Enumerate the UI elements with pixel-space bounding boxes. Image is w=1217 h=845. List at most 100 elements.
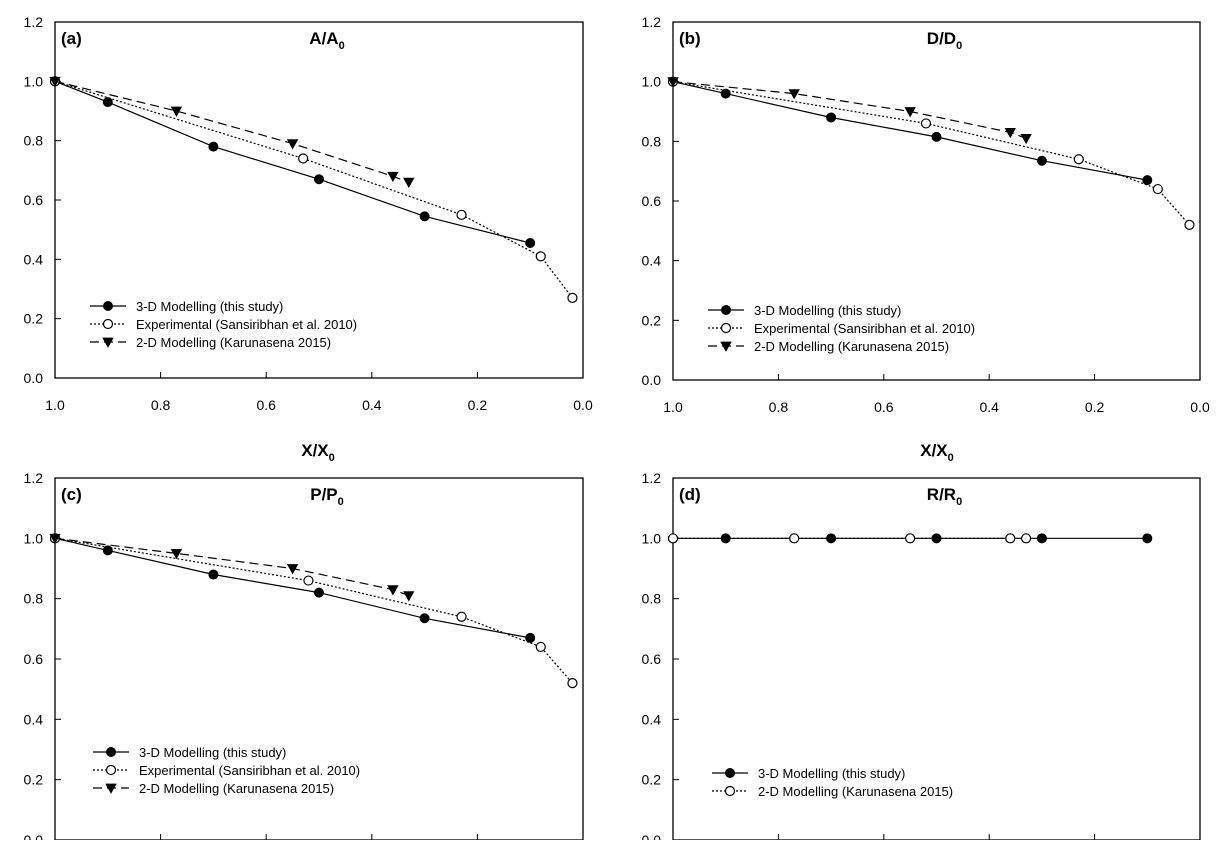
x-tick-label: 0.6: [874, 399, 894, 415]
shared-xlabel-right: X/X0: [920, 441, 954, 464]
data-point: [208, 569, 219, 580]
y-tick-label: 0.0: [642, 832, 662, 840]
data-point: [789, 533, 800, 544]
data-point: [456, 611, 467, 622]
legend-marker: [720, 322, 732, 334]
legend-marker: [720, 341, 732, 352]
legend-label: 2-D Modelling (Karunasena 2015): [136, 335, 331, 350]
y-tick-label: 0.4: [24, 251, 44, 267]
data-point: [1073, 154, 1084, 165]
y-tick-label: 1.0: [24, 530, 44, 546]
y-tick-label: 1.2: [642, 14, 662, 30]
chart-title: R/R0: [927, 485, 962, 508]
data-point: [387, 171, 399, 183]
x-tick-label: 1.0: [663, 399, 683, 415]
data-point: [535, 641, 546, 653]
x-tick-label: 0.4: [362, 397, 382, 413]
x-tick-label: 0.2: [468, 397, 488, 413]
data-point: [788, 89, 800, 100]
y-tick-label: 0.2: [24, 311, 44, 327]
data-point: [905, 533, 916, 544]
series-1: [50, 76, 536, 249]
data-point: [826, 112, 837, 123]
data-point: [303, 575, 314, 586]
legend-marker: [721, 305, 731, 315]
data-point: [525, 238, 536, 249]
x-tick-label: 0.0: [1190, 399, 1210, 415]
legend-label: Experimental (Sansiribhan et al. 2010): [754, 321, 975, 336]
data-point: [1036, 533, 1047, 544]
legend-marker: [102, 318, 114, 330]
y-tick-label: 1.0: [24, 73, 44, 89]
x-tick-label: 1.0: [45, 397, 65, 413]
series-3: [667, 77, 1032, 145]
x-tick-label: 0.4: [979, 399, 999, 415]
data-point: [525, 632, 536, 643]
legend-marker: [105, 783, 117, 794]
y-tick-label: 1.0: [642, 74, 662, 90]
data-point: [403, 591, 415, 602]
series-line: [672, 81, 1190, 226]
x-tick-label: 0.8: [151, 397, 171, 413]
y-tick-label: 0.6: [24, 651, 44, 667]
data-point: [1142, 533, 1153, 544]
data-point: [567, 678, 578, 689]
data-point: [419, 613, 430, 624]
data-point: [667, 533, 679, 544]
y-tick-label: 0.8: [642, 133, 662, 149]
y-tick-label: 0.4: [642, 711, 662, 727]
chart-title: A/A0: [309, 29, 344, 52]
data-point: [535, 251, 546, 262]
data-point: [667, 77, 679, 88]
data-point: [1020, 533, 1032, 544]
series-2: [667, 533, 1032, 544]
data-point: [403, 177, 415, 189]
panel-c: 0.0 0.2 0.4 0.6 0.8 1.0 1.2 (c) P/P0 3-D Modellin…: [24, 470, 584, 845]
data-point: [387, 585, 399, 596]
data-point: [49, 533, 61, 545]
data-point: [1020, 133, 1032, 145]
data-point: [1004, 127, 1016, 139]
data-point: [567, 292, 578, 303]
legend-marker: [724, 785, 736, 797]
panel-d: 0.0 0.2 0.4 0.6 0.8 1.0 1.2 (d) R/R0 3-D Modellin…: [642, 470, 1201, 845]
y-tick-label: 0.6: [24, 192, 44, 208]
x-tick-label: 0.6: [256, 397, 276, 413]
legend-label: Experimental (Sansiribhan et al. 2010): [136, 317, 357, 332]
y-tick-label: 1.2: [642, 470, 662, 486]
x-tick-label: 0.0: [573, 397, 593, 413]
y-tick-label: 0.2: [642, 312, 662, 328]
data-point: [170, 106, 183, 117]
legend-marker: [103, 301, 113, 311]
series-line: [54, 537, 573, 684]
legend-label: 3-D Modelling (this study): [758, 766, 905, 781]
data-point: [1152, 183, 1163, 195]
data-point: [1184, 219, 1195, 230]
data-point: [170, 549, 183, 560]
series-line: [672, 81, 1148, 181]
shared-xlabel-top: X/X0: [301, 441, 335, 464]
y-tick-label: 0.2: [24, 772, 44, 788]
legend-label: 3-D Modelling (this study): [139, 745, 286, 760]
y-tick-label: 1.2: [24, 14, 44, 30]
data-point: [419, 211, 430, 222]
legend: 3-D Modelling (this study) Experimental (…: [93, 745, 360, 796]
series-2: [49, 533, 578, 689]
data-point: [920, 118, 932, 129]
data-point: [286, 564, 299, 575]
series-line: [54, 80, 573, 299]
panel-label: (d): [679, 485, 701, 504]
chart-title: D/D0: [927, 29, 962, 52]
data-point: [102, 97, 113, 108]
legend-label: 2-D Modelling (Karunasena 2015): [754, 339, 949, 354]
series-2: [667, 76, 1195, 230]
data-point: [314, 174, 324, 185]
data-point: [102, 545, 113, 556]
panel-b: 0.0 0.2 0.4 0.6 0.8 1.0 1.2 1.0 0.8 0.6 0.4 0.2 0.0 (…: [642, 14, 1210, 415]
data-point: [298, 153, 309, 164]
y-tick-label: 0.4: [24, 711, 44, 727]
legend-marker: [106, 747, 116, 757]
legend: 3-D Modelling (this study) Experimental (…: [90, 299, 357, 350]
